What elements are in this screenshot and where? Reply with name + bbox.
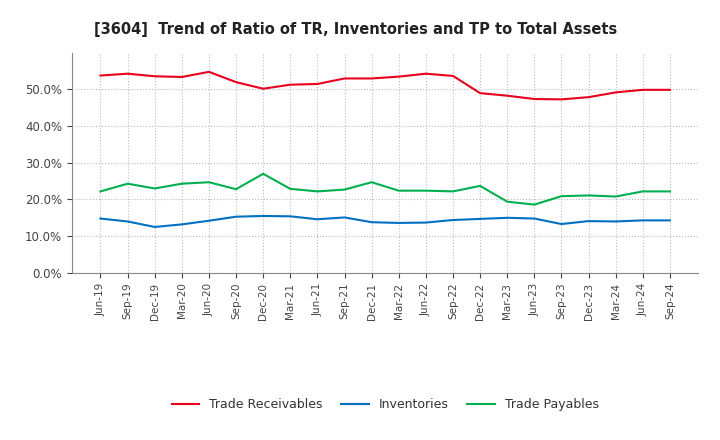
Inventories bbox=[503, 215, 511, 220]
Legend: Trade Receivables, Inventories, Trade Payables: Trade Receivables, Inventories, Trade Pa… bbox=[166, 393, 604, 416]
Trade Payables bbox=[395, 188, 403, 193]
Trade Payables bbox=[150, 186, 159, 191]
Trade Receivables bbox=[286, 82, 294, 87]
Inventories bbox=[178, 222, 186, 227]
Inventories bbox=[259, 213, 268, 219]
Trade Receivables bbox=[503, 93, 511, 98]
Trade Receivables bbox=[611, 90, 620, 95]
Inventories bbox=[449, 217, 457, 223]
Trade Receivables bbox=[530, 96, 539, 102]
Trade Receivables bbox=[178, 74, 186, 80]
Trade Receivables bbox=[341, 76, 349, 81]
Trade Receivables bbox=[449, 73, 457, 78]
Trade Payables bbox=[530, 202, 539, 207]
Line: Inventories: Inventories bbox=[101, 216, 670, 227]
Inventories bbox=[584, 218, 593, 224]
Trade Receivables bbox=[367, 76, 376, 81]
Inventories bbox=[341, 215, 349, 220]
Trade Receivables bbox=[313, 81, 322, 87]
Trade Payables bbox=[476, 183, 485, 188]
Trade Payables bbox=[584, 193, 593, 198]
Inventories bbox=[395, 220, 403, 226]
Trade Payables bbox=[503, 199, 511, 204]
Trade Payables bbox=[259, 171, 268, 176]
Inventories bbox=[232, 214, 240, 220]
Inventories bbox=[96, 216, 105, 221]
Trade Payables bbox=[204, 180, 213, 185]
Trade Receivables bbox=[232, 80, 240, 85]
Trade Payables bbox=[123, 181, 132, 186]
Trade Receivables bbox=[639, 87, 647, 92]
Trade Receivables bbox=[584, 95, 593, 100]
Inventories bbox=[204, 218, 213, 224]
Trade Receivables bbox=[259, 86, 268, 92]
Trade Payables bbox=[367, 180, 376, 185]
Inventories bbox=[530, 216, 539, 221]
Trade Payables bbox=[341, 187, 349, 192]
Inventories bbox=[286, 214, 294, 219]
Trade Payables bbox=[313, 189, 322, 194]
Inventories bbox=[557, 221, 566, 227]
Trade Receivables bbox=[395, 74, 403, 79]
Text: [3604]  Trend of Ratio of TR, Inventories and TP to Total Assets: [3604] Trend of Ratio of TR, Inventories… bbox=[94, 22, 617, 37]
Trade Payables bbox=[286, 186, 294, 191]
Trade Payables bbox=[611, 194, 620, 199]
Trade Receivables bbox=[150, 73, 159, 79]
Trade Receivables bbox=[96, 73, 105, 78]
Trade Payables bbox=[232, 187, 240, 192]
Inventories bbox=[639, 218, 647, 223]
Inventories bbox=[313, 216, 322, 222]
Line: Trade Payables: Trade Payables bbox=[101, 174, 670, 205]
Trade Receivables bbox=[123, 71, 132, 76]
Trade Payables bbox=[449, 189, 457, 194]
Inventories bbox=[123, 219, 132, 224]
Trade Payables bbox=[557, 194, 566, 199]
Trade Payables bbox=[665, 189, 674, 194]
Inventories bbox=[367, 220, 376, 225]
Trade Payables bbox=[178, 181, 186, 186]
Trade Payables bbox=[96, 189, 105, 194]
Trade Payables bbox=[639, 189, 647, 194]
Inventories bbox=[150, 224, 159, 230]
Inventories bbox=[611, 219, 620, 224]
Inventories bbox=[421, 220, 430, 225]
Trade Payables bbox=[421, 188, 430, 193]
Trade Receivables bbox=[476, 91, 485, 96]
Trade Receivables bbox=[665, 87, 674, 92]
Line: Trade Receivables: Trade Receivables bbox=[101, 72, 670, 99]
Inventories bbox=[665, 218, 674, 223]
Inventories bbox=[476, 216, 485, 221]
Trade Receivables bbox=[421, 71, 430, 76]
Trade Receivables bbox=[204, 69, 213, 74]
Trade Receivables bbox=[557, 97, 566, 102]
